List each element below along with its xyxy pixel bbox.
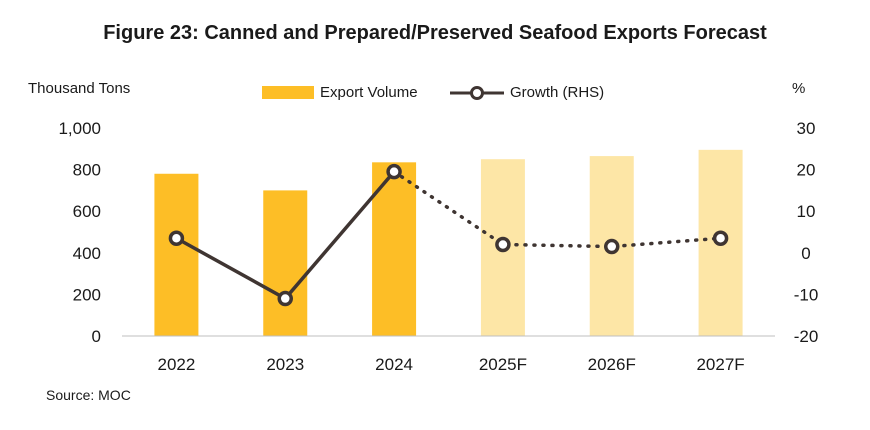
growth-line-forecast — [392, 169, 723, 249]
bar-2023 — [263, 190, 308, 336]
right-tick-label: -20 — [794, 327, 819, 346]
right-tick-label: -10 — [794, 285, 819, 304]
x-tick-label: 2027F — [696, 355, 744, 374]
right-tick-label: 10 — [797, 202, 816, 221]
legend-swatch-bar — [262, 86, 314, 99]
left-axis-label: Thousand Tons — [28, 80, 131, 97]
chart-title: Figure 23: Canned and Prepared/Preserved… — [103, 22, 767, 44]
legend-item-growth: Growth (RHS) — [448, 84, 604, 101]
left-tick-label: 600 — [73, 202, 101, 221]
legend-label-export-volume: Export Volume — [320, 84, 418, 101]
right-tick-label: 20 — [797, 161, 816, 180]
right-axis-label: % — [792, 80, 806, 97]
right-tick-label: 30 — [797, 119, 816, 138]
left-tick-label: 800 — [73, 161, 101, 180]
growth-point-2023 — [277, 290, 293, 307]
left-tick-label: 0 — [92, 327, 101, 346]
left-tick-label: 400 — [73, 244, 101, 263]
legend-label-growth: Growth (RHS) — [510, 84, 605, 101]
growth-point-2027f — [712, 230, 729, 246]
x-tick-label: 2024 — [375, 355, 413, 374]
x-tick-label: 2025F — [479, 355, 527, 374]
growth-point-2022 — [168, 230, 185, 246]
growth-point-2026f — [604, 238, 620, 255]
x-tick-label: 2022 — [158, 355, 196, 374]
x-tick-label: 2023 — [266, 355, 304, 374]
x-tick-label: 2026F — [588, 355, 636, 374]
right-tick-label: 0 — [801, 244, 810, 263]
bar-2022 — [154, 173, 199, 336]
legend-swatch-line — [450, 85, 504, 100]
growth-point-2025f — [495, 236, 511, 253]
growth-point-2024 — [386, 163, 402, 180]
left-tick-label: 1,000 — [58, 119, 101, 138]
legend-item-export-volume: Export Volume — [262, 84, 418, 101]
source-note: Source: MOC — [46, 387, 131, 403]
left-tick-label: 200 — [73, 285, 101, 304]
